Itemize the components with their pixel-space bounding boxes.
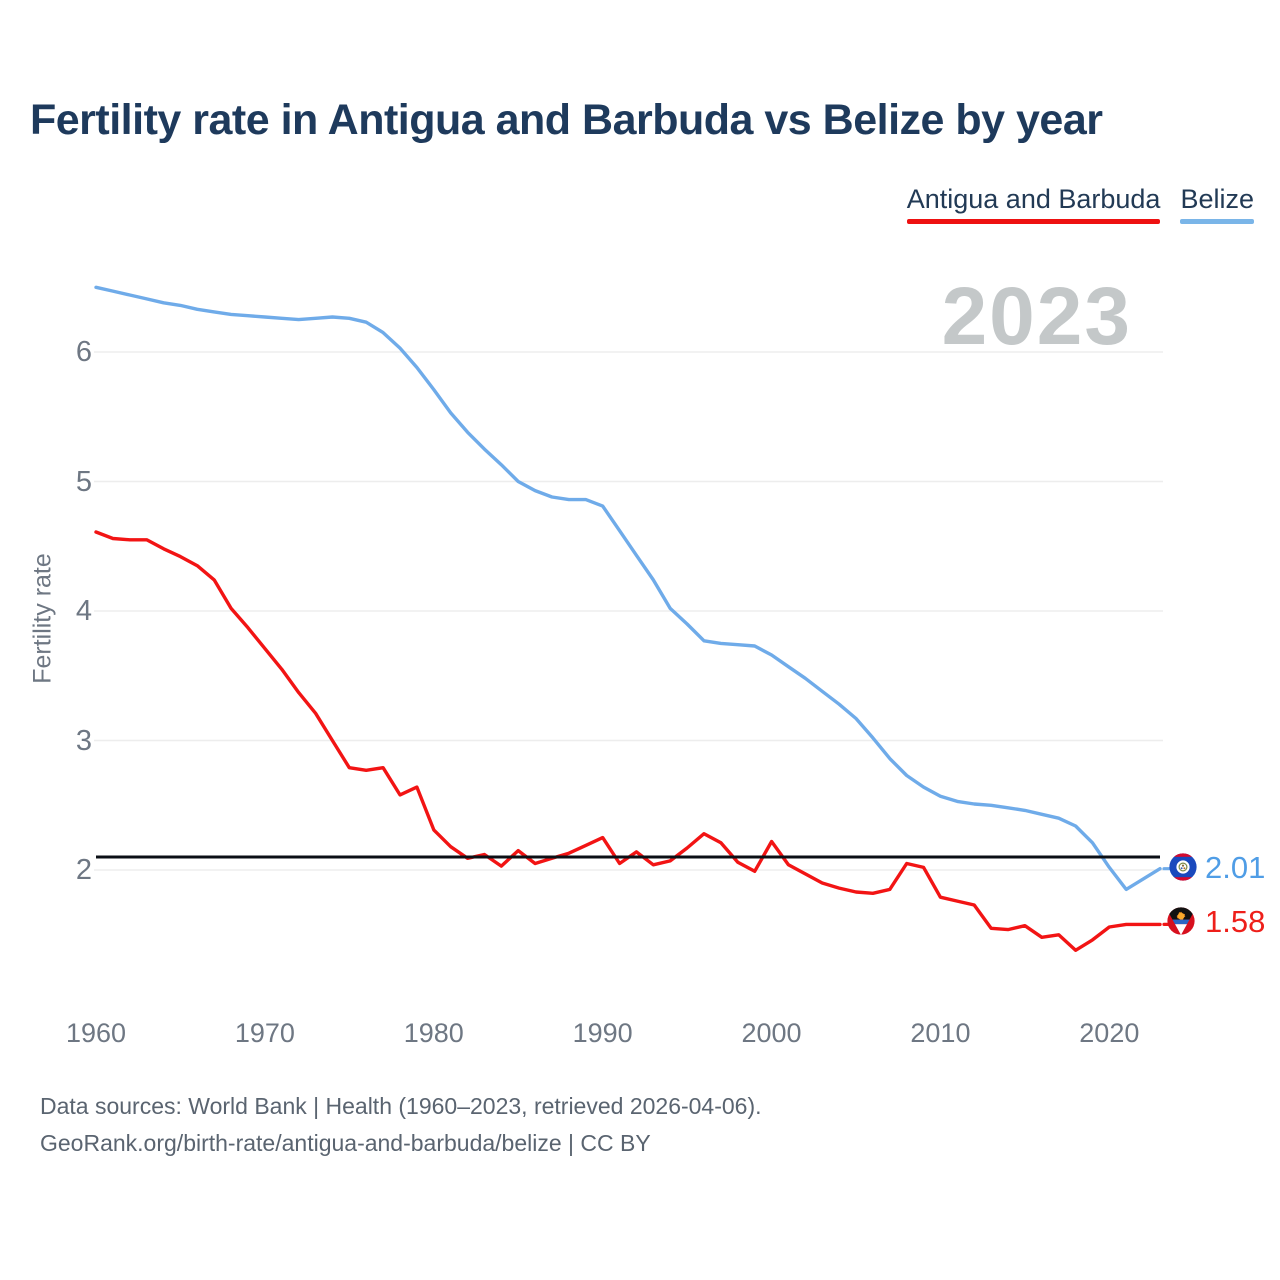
- legend-item-antigua-and-barbuda[interactable]: Antigua and Barbuda: [906, 184, 1161, 224]
- year-watermark: 2023: [941, 271, 1132, 362]
- x-tick-label-1990: 1990: [572, 1018, 633, 1048]
- legend-color-bar-red: [906, 219, 1161, 224]
- x-tick-label-2000: 2000: [741, 1018, 802, 1048]
- chart-legend: Antigua and Barbuda Belize: [906, 184, 1254, 224]
- footer-url-license: GeoRank.org/birth-rate/antigua-and-barbu…: [40, 1130, 651, 1156]
- x-tick-label-1970: 1970: [234, 1018, 295, 1048]
- y-tick-label-3: 3: [75, 724, 92, 757]
- x-tick-label-2010: 2010: [910, 1018, 971, 1048]
- series-line-belize: [94, 285, 1162, 892]
- y-tick-label-2: 2: [75, 854, 92, 886]
- x-tick-label-1980: 1980: [403, 1018, 464, 1048]
- y-tick-label-6: 6: [75, 336, 92, 368]
- page-title: Fertility rate in Antigua and Barbuda vs…: [30, 96, 1103, 144]
- legend-label: Belize: [1180, 184, 1254, 214]
- footer-data-sources: Data sources: World Bank | Health (1960–…: [40, 1093, 762, 1119]
- legend-label: Antigua and Barbuda: [906, 184, 1161, 214]
- y-axis-title: Fertility rate: [28, 553, 57, 684]
- legend-item-belize[interactable]: Belize: [1180, 184, 1254, 224]
- legend-color-bar-blue: [1180, 219, 1254, 224]
- y-tick-label-5: 5: [75, 465, 92, 498]
- x-tick-label-2020: 2020: [1079, 1018, 1140, 1048]
- belize-flag-icon: [1169, 853, 1197, 881]
- belize-end-value-label: 2.01: [1205, 850, 1266, 885]
- x-tick-label-1960: 1960: [65, 1018, 127, 1048]
- y-tick-label-4: 4: [75, 595, 92, 627]
- footer-attribution: Data sources: World Bank | Health (1960–…: [40, 1088, 762, 1162]
- antigua-end-value-label: 1.58: [1205, 904, 1266, 939]
- antigua-and-barbuda-flag-icon: [1167, 907, 1195, 935]
